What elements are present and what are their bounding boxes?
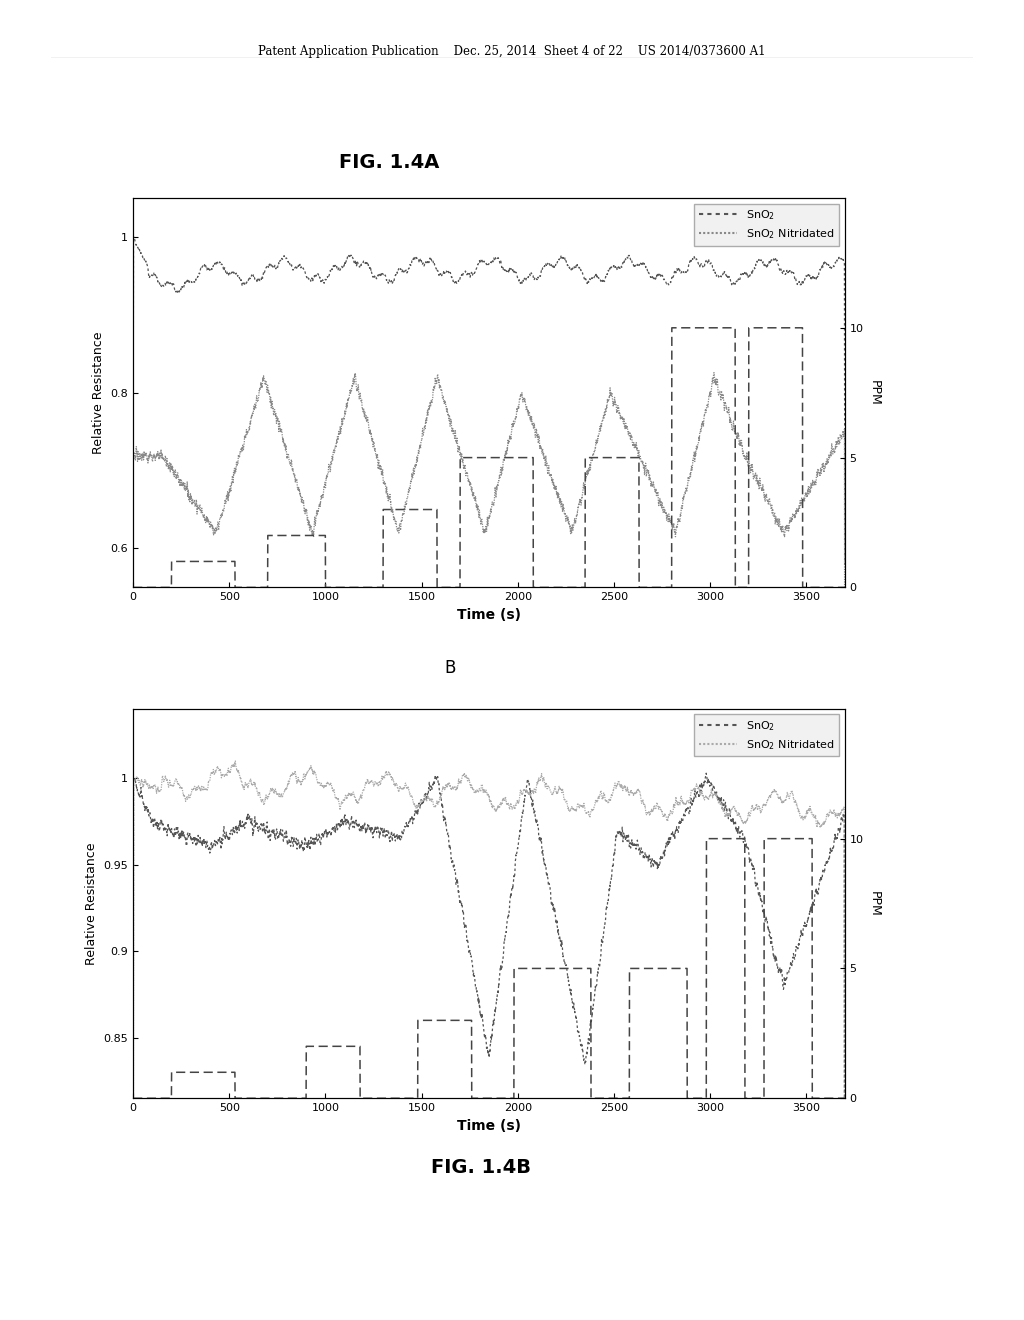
X-axis label: Time (s): Time (s) bbox=[457, 1118, 521, 1133]
Y-axis label: Relative Resistance: Relative Resistance bbox=[92, 331, 104, 454]
Y-axis label: PPM: PPM bbox=[867, 380, 881, 405]
Text: Patent Application Publication    Dec. 25, 2014  Sheet 4 of 22    US 2014/037360: Patent Application Publication Dec. 25, … bbox=[258, 45, 766, 58]
Y-axis label: PPM: PPM bbox=[867, 891, 881, 916]
X-axis label: Time (s): Time (s) bbox=[457, 607, 521, 622]
Text: FIG. 1.4A: FIG. 1.4A bbox=[339, 153, 439, 172]
Y-axis label: Relative Resistance: Relative Resistance bbox=[85, 842, 98, 965]
Legend: SnO$_2$, SnO$_2$ Nitridated: SnO$_2$, SnO$_2$ Nitridated bbox=[694, 203, 840, 246]
Text: B: B bbox=[444, 659, 457, 677]
Text: FIG. 1.4B: FIG. 1.4B bbox=[431, 1159, 531, 1177]
Legend: SnO$_2$, SnO$_2$ Nitridated: SnO$_2$, SnO$_2$ Nitridated bbox=[694, 714, 840, 756]
